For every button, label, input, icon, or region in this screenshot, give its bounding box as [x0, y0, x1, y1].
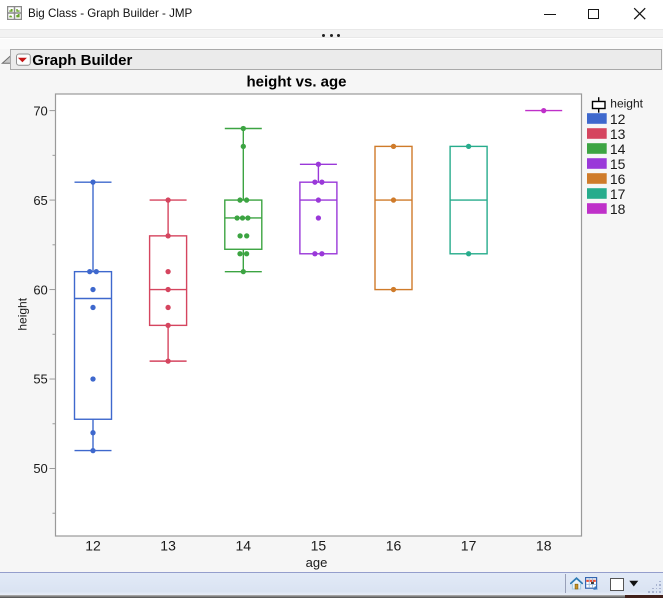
svg-text:12: 12 — [610, 111, 626, 127]
svg-text:18: 18 — [536, 538, 552, 554]
svg-text:17: 17 — [610, 186, 626, 202]
svg-text:17: 17 — [461, 538, 477, 554]
svg-text:height vs. age: height vs. age — [246, 73, 346, 90]
svg-text:13: 13 — [160, 538, 176, 554]
svg-text:14: 14 — [610, 141, 626, 157]
svg-text:15: 15 — [610, 156, 626, 172]
svg-text:age: age — [306, 555, 328, 570]
svg-text:16: 16 — [386, 538, 402, 554]
svg-text:15: 15 — [311, 538, 327, 554]
svg-text:16: 16 — [610, 171, 626, 187]
svg-text:14: 14 — [236, 538, 252, 554]
svg-text:height: height — [610, 97, 643, 111]
svg-text:65: 65 — [33, 193, 47, 208]
svg-text:18: 18 — [610, 201, 626, 217]
svg-text:12: 12 — [85, 538, 101, 554]
svg-text:height: height — [16, 297, 30, 330]
svg-text:13: 13 — [610, 126, 626, 142]
svg-text:70: 70 — [33, 103, 47, 118]
svg-text:50: 50 — [33, 461, 47, 476]
svg-text:55: 55 — [33, 372, 47, 387]
svg-text:60: 60 — [33, 282, 47, 297]
